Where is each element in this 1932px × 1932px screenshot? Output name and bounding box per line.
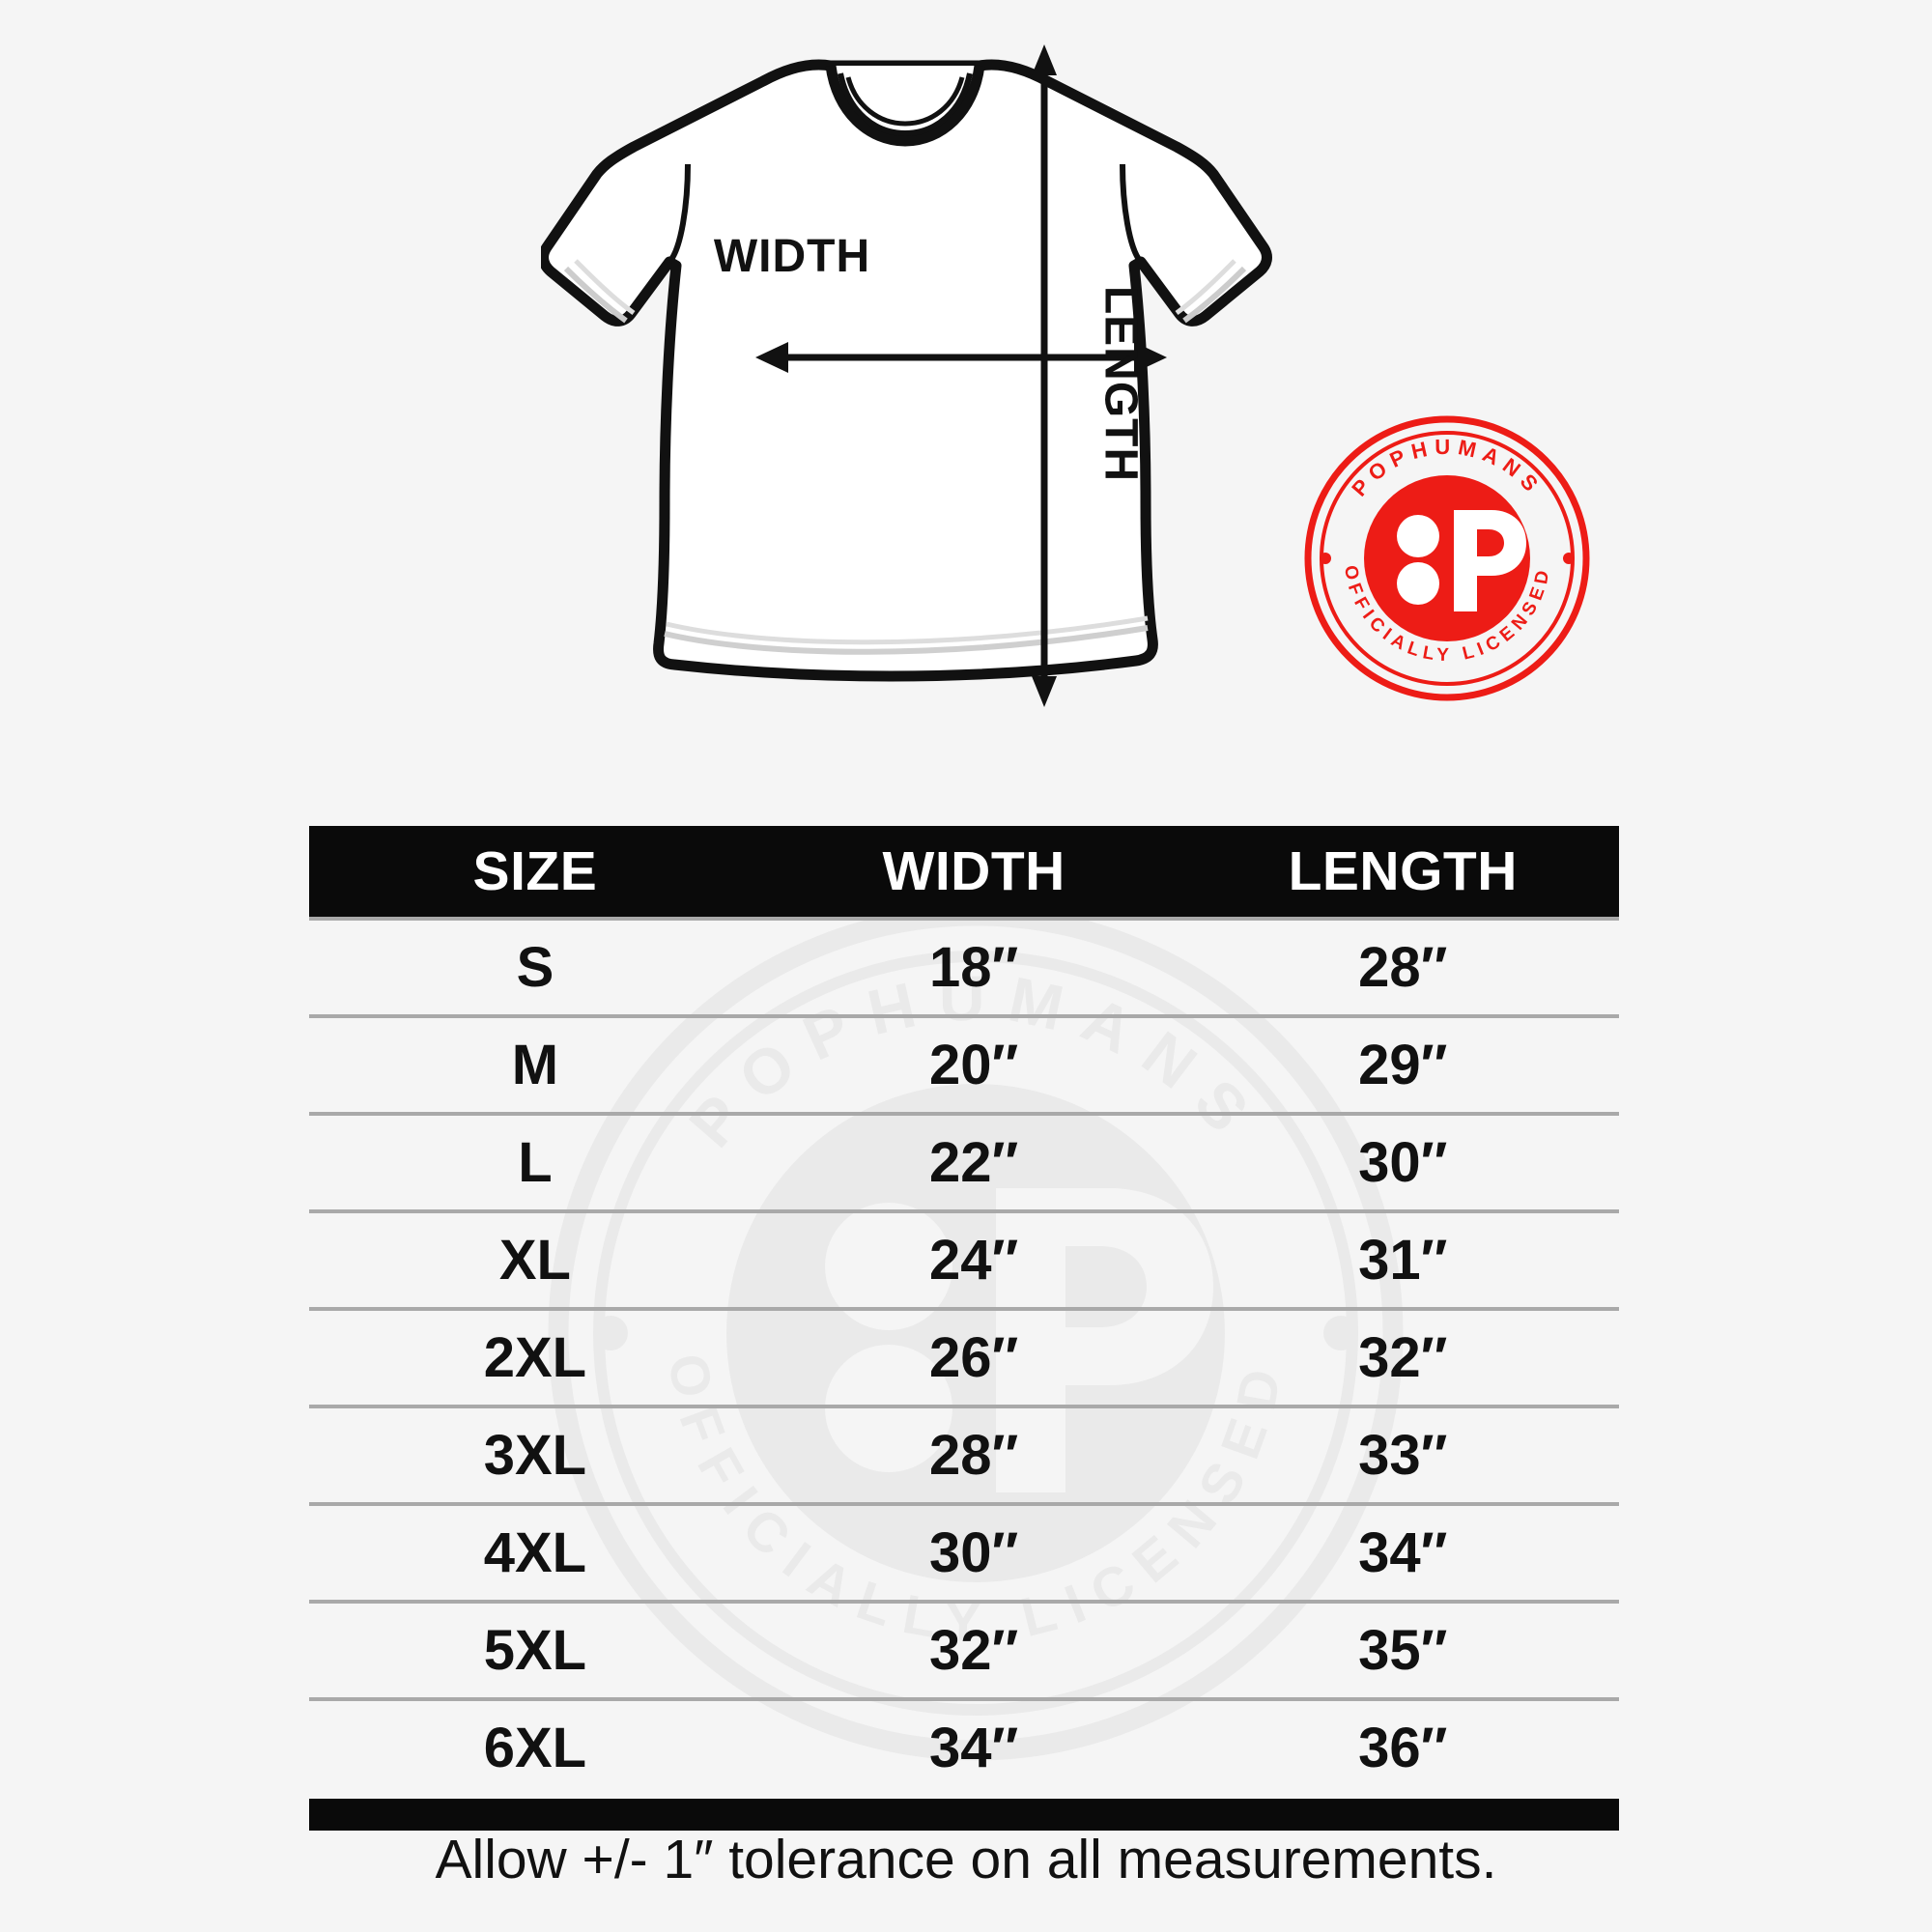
width-label: WIDTH (713, 231, 871, 282)
table-header-row: SIZE WIDTH LENGTH (309, 826, 1619, 917)
table-row: 4XL 30″ 34″ (309, 1502, 1619, 1600)
table-row: 3XL 28″ 33″ (309, 1405, 1619, 1502)
cell-size: S (516, 936, 554, 999)
width-measure-line (755, 342, 1167, 373)
pophumans-badge-logo: POPHUMANS OFFICIALLY LICENSED (1304, 415, 1590, 701)
cell-length: 31″ (1358, 1229, 1448, 1292)
cell-length: 34″ (1358, 1521, 1448, 1584)
cell-length: 36″ (1358, 1717, 1448, 1779)
cell-width: 22″ (929, 1131, 1019, 1194)
column-header-size: SIZE (472, 840, 598, 902)
garment-illustration: WIDTH LENGTH POPHUMANS (0, 0, 1932, 802)
cell-length: 33″ (1358, 1424, 1448, 1487)
cell-width: 26″ (929, 1326, 1019, 1389)
cell-size: 3XL (483, 1424, 587, 1487)
cell-length: 30″ (1358, 1131, 1448, 1194)
cell-width: 28″ (929, 1424, 1019, 1487)
cell-width: 24″ (929, 1229, 1019, 1292)
cell-size: M (511, 1034, 559, 1096)
table-row: 2XL 26″ 32″ (309, 1307, 1619, 1405)
tshirt-outline-icon (541, 44, 1272, 707)
table-row: 6XL 34″ 36″ (309, 1697, 1619, 1795)
tolerance-note: Allow +/- 1″ tolerance on all measuremen… (435, 1829, 1497, 1890)
length-label: LENGTH (1094, 285, 1147, 483)
cell-width: 18″ (929, 936, 1019, 999)
table-row: S 18″ 28″ (309, 917, 1619, 1014)
cell-size: L (518, 1131, 553, 1194)
cell-width: 34″ (929, 1717, 1019, 1779)
column-header-length: LENGTH (1288, 840, 1518, 902)
cell-width: 30″ (929, 1521, 1019, 1584)
cell-width: 32″ (929, 1619, 1019, 1682)
table-row: L 22″ 30″ (309, 1112, 1619, 1209)
cell-length: 29″ (1358, 1034, 1448, 1096)
cell-length: 32″ (1358, 1326, 1448, 1389)
cell-width: 20″ (929, 1034, 1019, 1096)
column-header-width: WIDTH (882, 840, 1065, 902)
cell-size: 6XL (483, 1717, 587, 1779)
table-row: XL 24″ 31″ (309, 1209, 1619, 1307)
table-footer-bar (309, 1799, 1619, 1831)
cell-length: 28″ (1358, 936, 1448, 999)
cell-size: 2XL (483, 1326, 587, 1389)
cell-length: 35″ (1358, 1619, 1448, 1682)
table-row: M 20″ 29″ (309, 1014, 1619, 1112)
cell-size: XL (498, 1229, 571, 1292)
size-chart-table: SIZE WIDTH LENGTH S 18″ 28″ M 20″ 29″ L … (309, 826, 1619, 1831)
cell-size: 4XL (483, 1521, 587, 1584)
table-row: 5XL 32″ 35″ (309, 1600, 1619, 1697)
length-measure-line (1032, 44, 1057, 707)
cell-size: 5XL (483, 1619, 587, 1682)
